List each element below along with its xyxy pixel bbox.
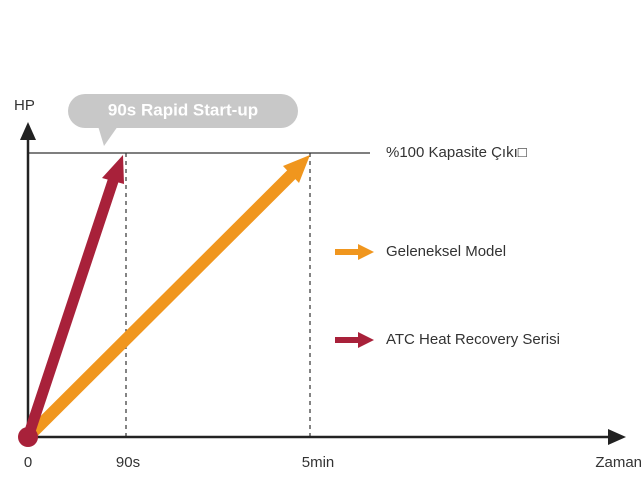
conventional-arrowhead [283, 155, 310, 183]
x-label: 90s [116, 454, 140, 471]
legend-swatch-head [358, 332, 374, 348]
conventional-arrow [23, 165, 301, 442]
x-label: 5min [302, 454, 335, 471]
origin-dot [18, 427, 38, 447]
callout-bubble [68, 94, 298, 128]
atc-arrow [22, 176, 120, 439]
callout-tail [98, 126, 118, 146]
y-axis-label: HP [14, 97, 35, 114]
x-axis-arrow [608, 429, 626, 445]
legend-swatch-head [358, 244, 374, 260]
x-axis-label: Zaman [595, 454, 642, 471]
y-axis-arrow [20, 122, 36, 140]
callout-text: 90s Rapid Start-up [108, 100, 258, 119]
x-label: 0 [24, 454, 32, 471]
legend-label: Geleneksel Model [386, 243, 506, 260]
atc-arrowhead [102, 155, 124, 184]
legend-label: ATC Heat Recovery Serisi [386, 331, 560, 348]
capacity-label: %100 Kapasite Çıkı□ [386, 144, 527, 161]
